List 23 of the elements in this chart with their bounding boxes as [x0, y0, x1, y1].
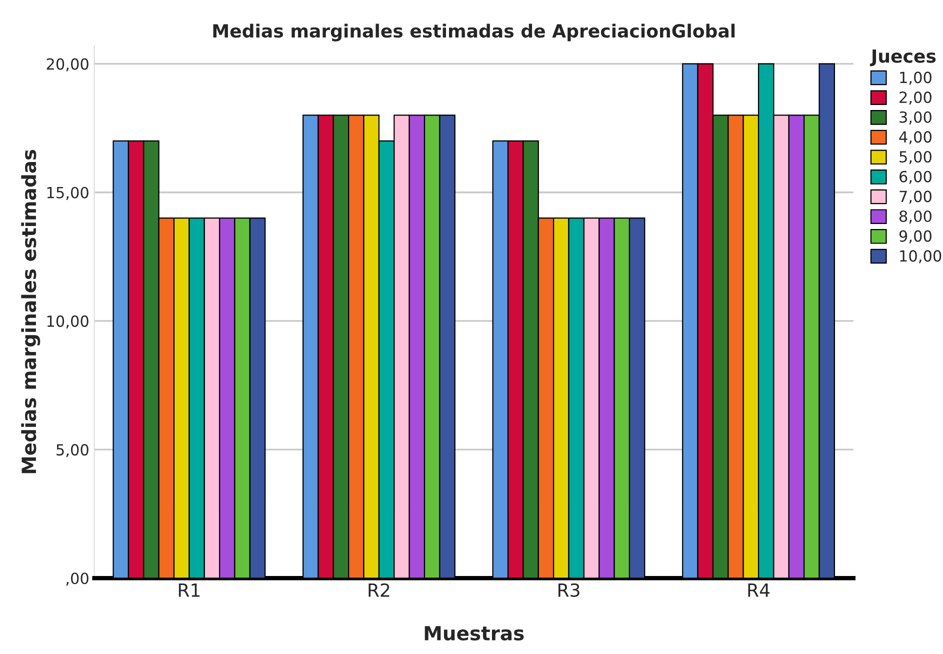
legend-label: 10,00	[900, 250, 942, 264]
legend-label: 8,00	[899, 210, 932, 224]
y-tick-label: 10,00	[47, 315, 88, 329]
x-tick-label: R2	[368, 583, 390, 597]
x-tick-label: R4	[748, 584, 770, 597]
y-tick-label: ,00	[66, 572, 88, 586]
x-tick-label: R1	[178, 584, 200, 597]
legend-label: 2,00	[900, 92, 932, 105]
y-tick-label: 15,00	[47, 186, 88, 200]
y-axis-title: Medias marginales estimadas	[21, 150, 40, 474]
legend-label: 9,00	[899, 230, 932, 244]
legend-label: 4,00	[899, 131, 932, 144]
y-tick-label: 5,00	[56, 444, 88, 458]
legend-label: 7,00	[900, 190, 932, 204]
chart-title: Medias marginales estimadas de ApreciacionGlobal	[213, 24, 735, 42]
legend-label: 6,00	[900, 170, 932, 184]
y-tick-label: 20,00	[46, 58, 88, 72]
x-axis-title: Muestras	[424, 626, 524, 641]
legend-label: 3,00	[900, 111, 932, 124]
legend-title: Jueces	[870, 49, 936, 66]
legend-label: 5,00	[900, 150, 932, 164]
x-tick-label: R3	[558, 583, 580, 597]
legend-label: 1,00	[900, 72, 932, 85]
